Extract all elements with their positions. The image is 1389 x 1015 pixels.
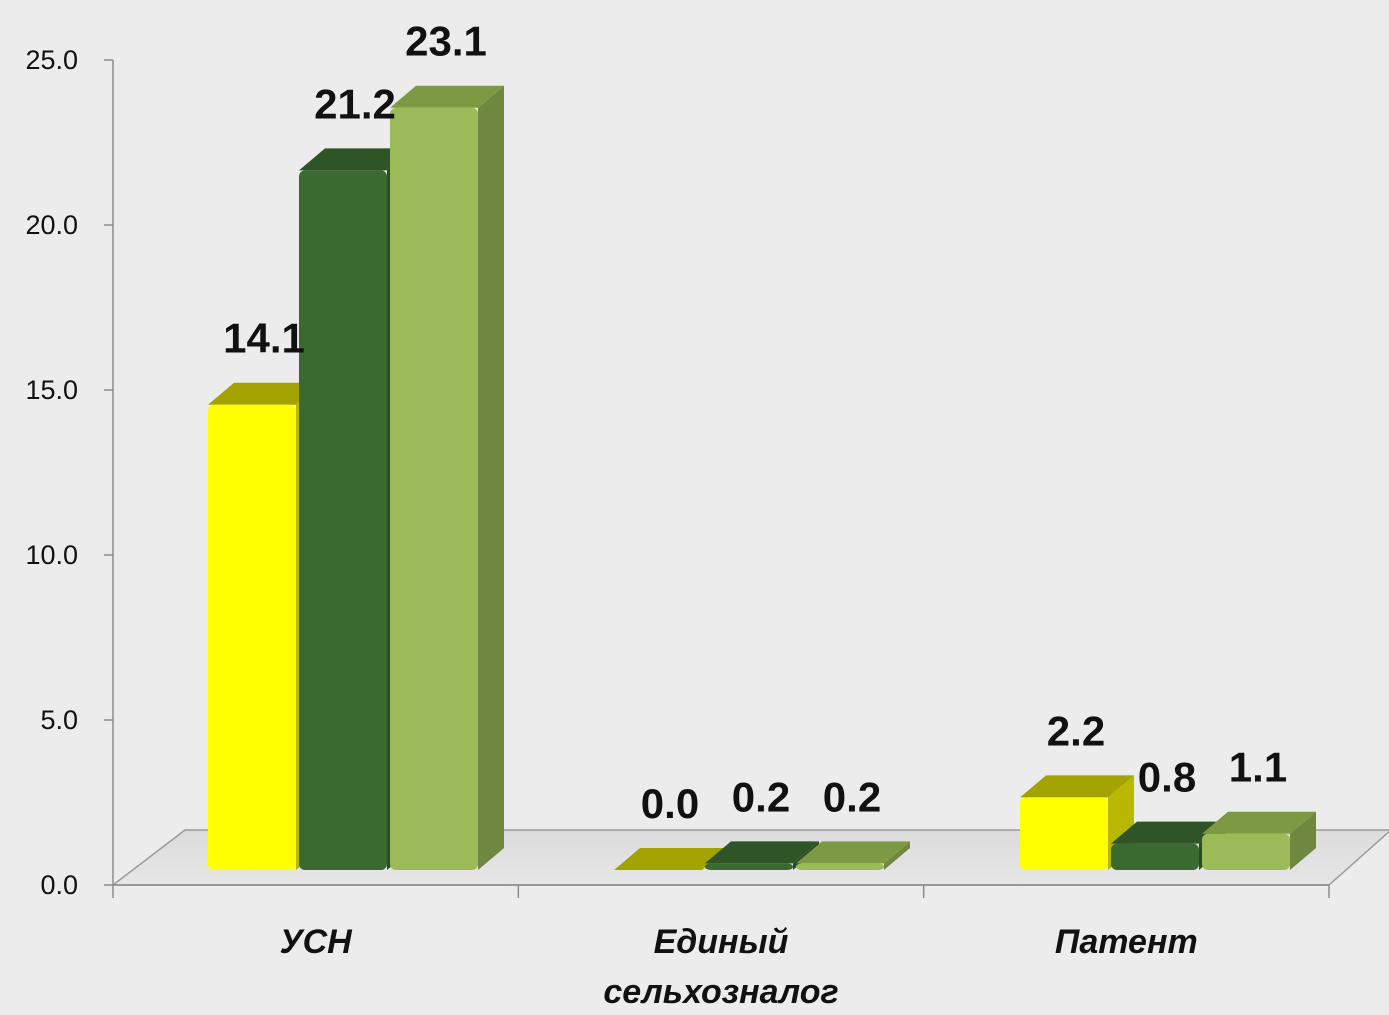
data-label: 0.2 <box>732 773 790 820</box>
bar-top-face <box>705 841 819 864</box>
data-label: 0.0 <box>641 780 699 827</box>
bar-3-1 <box>390 85 504 870</box>
y-tick-label: 0.0 <box>40 870 78 900</box>
x-category-label: Патент <box>1055 923 1198 961</box>
y-tick-label: 10.0 <box>25 540 78 570</box>
bar-top-face <box>614 848 728 870</box>
data-label: 23.1 <box>405 18 487 65</box>
bar-front-face <box>1202 833 1290 870</box>
bar-1-2 <box>614 848 728 870</box>
y-tick-label: 25.0 <box>25 45 78 75</box>
bar-front-face <box>705 863 793 870</box>
data-label: 0.8 <box>1138 754 1196 801</box>
chart-bars <box>208 85 1316 870</box>
bar-side-face <box>478 85 504 870</box>
bar-top-face <box>1202 811 1316 834</box>
chart-axes: 0.0 5.0 10.0 15.0 20.0 25.0 <box>25 45 1330 900</box>
bar-top-face <box>208 382 322 405</box>
x-category-label: УСН <box>280 923 354 961</box>
bar-top-face <box>1020 775 1134 798</box>
data-label: 0.2 <box>823 773 881 820</box>
data-label: 2.2 <box>1047 707 1105 754</box>
data-label: 21.2 <box>314 80 396 127</box>
bar-top-face <box>796 841 910 864</box>
x-category-label: Единый сельхозналог <box>603 923 838 1010</box>
bar-front-face <box>208 404 296 870</box>
bar-top-face <box>390 85 504 108</box>
data-label: 14.1 <box>223 315 305 362</box>
bar-side-face <box>1290 811 1316 870</box>
bar-front-face <box>1020 797 1108 870</box>
bar-3-3 <box>1202 811 1316 870</box>
bar-side-face <box>884 841 910 870</box>
bar-top-face <box>299 148 413 171</box>
bar-front-face <box>390 107 478 870</box>
y-tick-label: 15.0 <box>25 375 78 405</box>
y-tick-label: 5.0 <box>40 705 78 735</box>
chart-labels: УСН Единый сельхозналог Патент 14.1 0.0 2.2 21.… <box>223 18 1287 1011</box>
bar-top-face <box>1111 821 1225 844</box>
bar-front-face <box>299 170 387 870</box>
data-label: 1.1 <box>1229 744 1287 791</box>
bar-3-2 <box>796 841 910 870</box>
bar-front-face <box>796 863 884 870</box>
y-tick-label: 20.0 <box>25 210 78 240</box>
bar-front-face <box>1111 843 1199 870</box>
